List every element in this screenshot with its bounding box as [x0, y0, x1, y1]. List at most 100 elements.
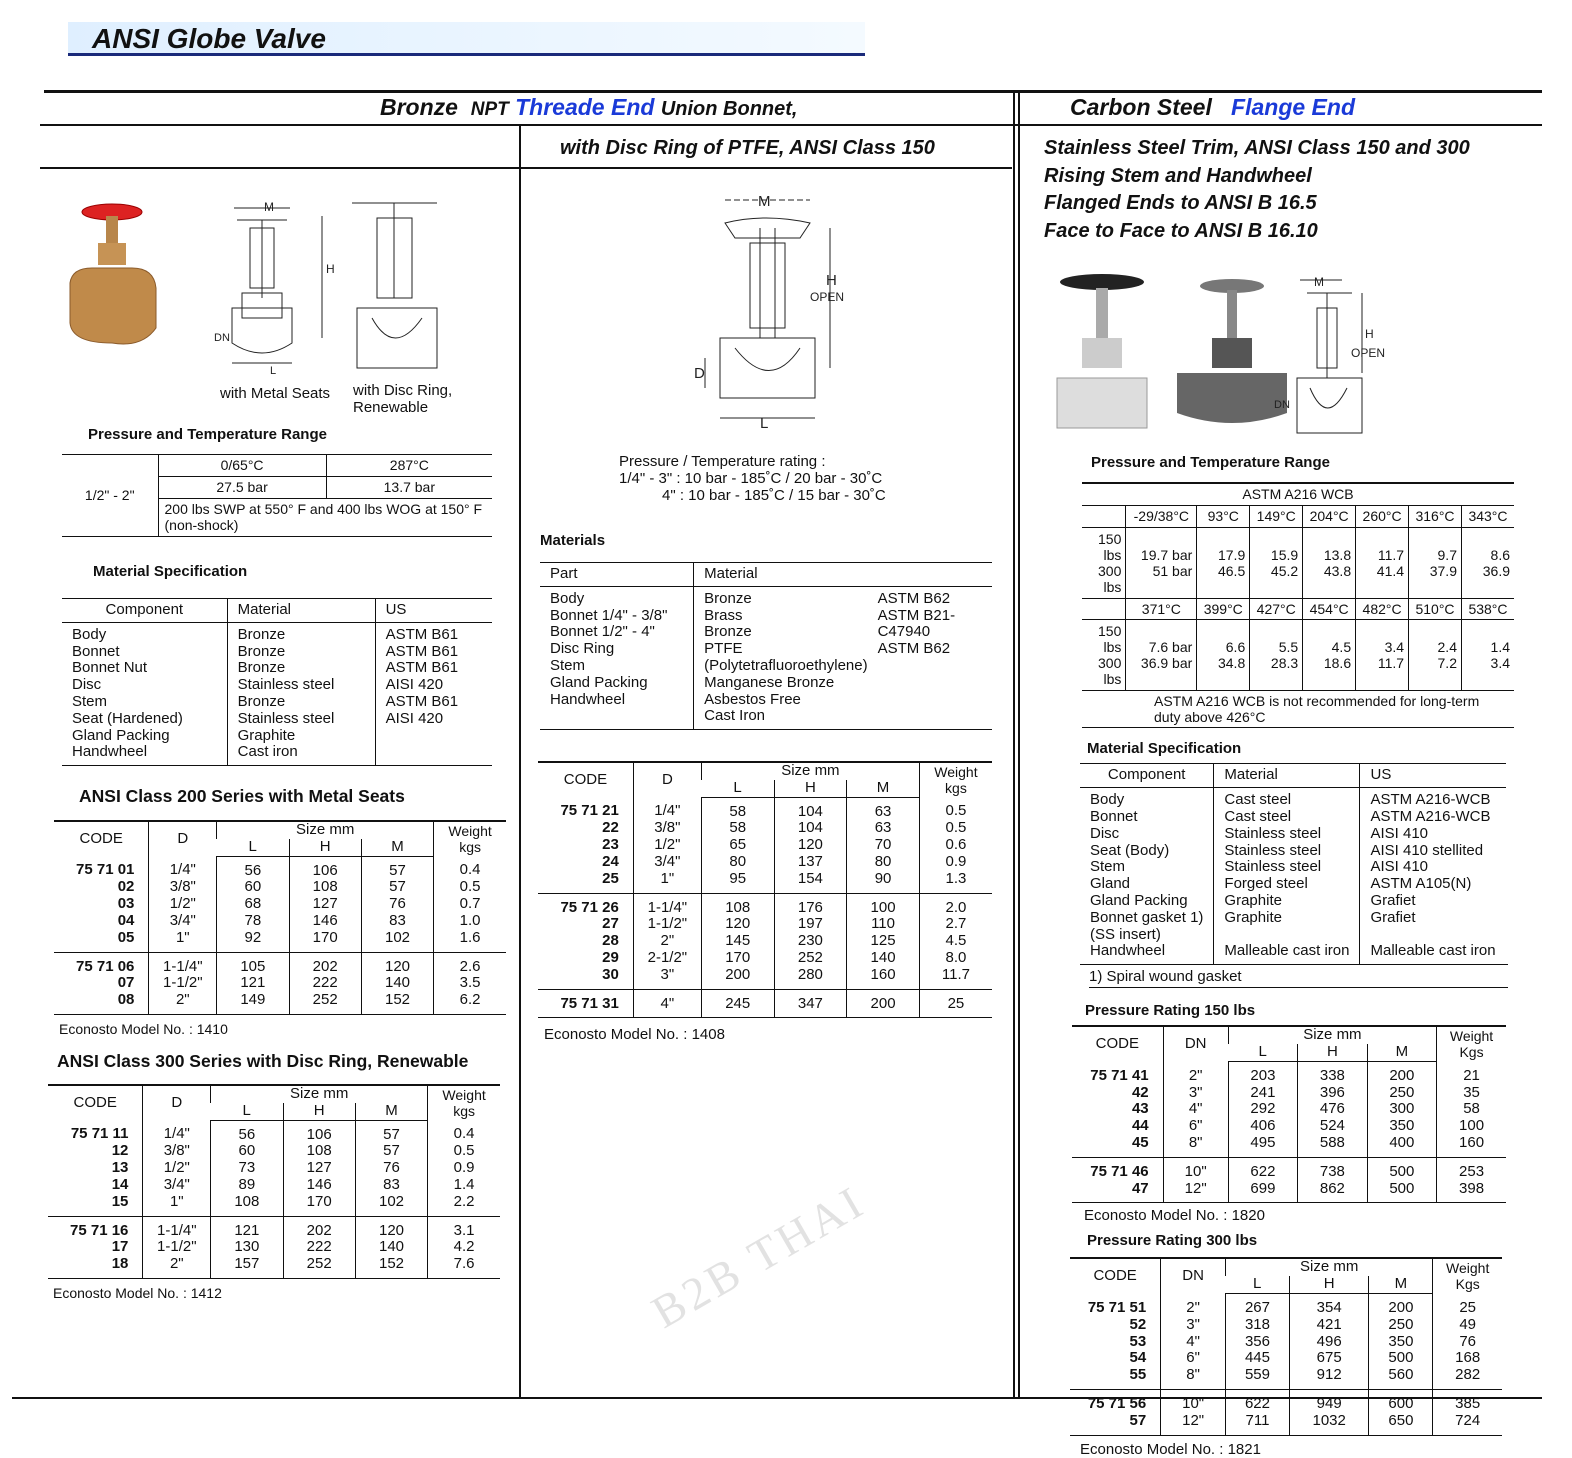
astm-pt-table: ASTM A216 WCB -29/38°C 93°C 149°C 204°C 260°C…	[1082, 482, 1514, 729]
row-group: 75 71 51 2" 267 354 200 25 52 3" 318 421 250 49 53 4"…	[1070, 1293, 1502, 1390]
cell-d: 4"	[632, 989, 702, 1018]
cell-weight: 35	[1436, 1084, 1506, 1102]
cell-h: 354	[1288, 1293, 1369, 1317]
svg-text:L: L	[270, 365, 276, 377]
cell-weight: 0.6	[918, 836, 992, 854]
rating150-title: Pressure Rating 150 lbs	[1085, 1002, 1256, 1020]
table-row: 52 3" 318 421 250 49	[1070, 1315, 1502, 1334]
cell-d: 10"	[1160, 1389, 1226, 1413]
cell-d: 3/8"	[632, 820, 702, 838]
col-weight: Weight kgs	[433, 819, 506, 857]
pressure-value: 15.9 45.2	[1249, 526, 1304, 599]
cell-weight: 1.0	[433, 912, 506, 930]
svg-text:M: M	[1314, 275, 1324, 289]
cell-m: 83	[360, 912, 434, 930]
divider	[40, 124, 1542, 126]
materials-title: Materials	[540, 532, 606, 549]
cell-m: 120	[354, 1216, 428, 1240]
bronze-valve-diagrams: M H DN L	[214, 200, 438, 377]
cell-h: 1032	[1288, 1412, 1369, 1435]
temp-header: 399°C	[1196, 597, 1251, 621]
model-no: Econosto Model No. : 1820	[1084, 1207, 1265, 1225]
cell-l: 121	[210, 1216, 284, 1240]
row-group: 75 71 46 10" 622 738 500 253 47 12" 699 862 500 398	[1072, 1157, 1506, 1203]
table-row: 150 lbs 300 lbs 19.7 bar 51 bar 17.9 46.5 1…	[1082, 526, 1514, 599]
table-row: 12 3/8" 60 108 57 0.5	[48, 1143, 500, 1161]
cell-h: 588	[1297, 1134, 1368, 1158]
cell-l: 622	[1227, 1157, 1298, 1181]
cell-h: 120	[773, 836, 847, 854]
cell-l: 68	[216, 895, 290, 913]
cell-h: 197	[773, 916, 847, 934]
table-row: 23 1/2" 65 120 70 0.6	[538, 836, 992, 854]
table-row: 18 2" 157 252 152 7.6	[48, 1255, 500, 1279]
pt-rating-line: 4" : 10 bar - 185˚C / 15 bar - 30˚C	[662, 487, 886, 504]
spec-line: Flanged Ends to ANSI B 16.5	[1044, 192, 1317, 214]
cell-code: 04	[117, 911, 135, 929]
mid-material-table: Part Material Body Bonnet 1/4" - 3/8" Bonn…	[540, 562, 992, 731]
table-row: 07 1-1/2" 121 222 140 3.5	[54, 975, 506, 993]
cell-code: 52	[1129, 1315, 1147, 1333]
cell-m: 57	[360, 856, 434, 880]
pressure-value: 8.6 36.9	[1460, 526, 1514, 599]
table-row: Body Bonnet Bonnet Nut Disc Stem Seat (H…	[62, 622, 492, 766]
cell-l: 92	[216, 929, 290, 953]
cell-weight: 2.7	[918, 916, 992, 934]
pressure-value: 9.7 37.9	[1408, 526, 1462, 599]
left-pt-table: 1/2" - 2" 0/65°C 287°C 27.5 bar 13.7 bar 20…	[62, 454, 492, 538]
class200-title: ANSI Class 200 Series with Metal Seats	[79, 786, 405, 806]
pt-note: 200 lbs SWP at 550° F and 400 lbs WOG at…	[157, 497, 492, 538]
cell-weight: 2.6	[433, 952, 506, 976]
temp-header: 538°C	[1460, 597, 1514, 621]
material-column: ASTM B61 ASTM B61 ASTM B61 AISI 420 ASTM…	[374, 622, 492, 766]
temp-header: -29/38°C	[1125, 504, 1198, 528]
cell-m: 250	[1368, 1316, 1433, 1334]
cell-d: 3/8"	[142, 1143, 211, 1161]
cell-m: 125	[846, 932, 920, 950]
cell-h: 106	[288, 856, 362, 880]
cell-l: 170	[700, 949, 775, 967]
col-header: US	[374, 598, 492, 623]
col-header: US	[1359, 763, 1506, 789]
cell-code: 05	[117, 928, 135, 946]
cell-code: 15	[111, 1192, 129, 1210]
cell-l: 58	[700, 797, 775, 821]
cell-l: 267	[1225, 1293, 1290, 1317]
col-code: CODE	[48, 1083, 143, 1121]
model-no: Econosto Model No. : 1410	[59, 1020, 228, 1037]
cell-h: 104	[773, 797, 847, 821]
cell-h: 137	[773, 853, 847, 871]
cell-weight: 8.0	[918, 949, 992, 967]
cell-d: 1/2"	[148, 895, 217, 913]
table-row: 75 71 41 2" 203 338 200 21	[1072, 1061, 1506, 1085]
cell-weight: 724	[1432, 1412, 1502, 1435]
carbon-label: Carbon Steel	[1070, 94, 1212, 120]
material-column: ASTM A216-WCB ASTM A216-WCB AISI 410 AIS…	[1359, 787, 1506, 965]
temp-header: 427°C	[1249, 597, 1304, 621]
material-column: Body Bonnet Bonnet Nut Disc Stem Seat (H…	[72, 625, 183, 761]
cell-l: 149	[216, 991, 290, 1015]
table-row: 42 3" 241 396 250 35	[1072, 1084, 1506, 1102]
row-group: 75 71 56 10" 622 949 600 385 57 12" 711 1032 650 72…	[1070, 1389, 1502, 1435]
cell-d: 3"	[1162, 1084, 1229, 1102]
cell-l: 80	[700, 853, 775, 871]
cell-l: 56	[210, 1120, 284, 1144]
cell-m: 57	[354, 1120, 428, 1144]
cell-code: 30	[602, 965, 619, 983]
cell-m: 57	[354, 1143, 428, 1161]
temp-header: 371°C	[1125, 597, 1198, 621]
table-row: 55 8" 559 912 560 282	[1070, 1366, 1502, 1390]
npt-label: NPT	[470, 99, 509, 120]
table-row: 24 3/4" 80 137 80 0.9	[538, 852, 992, 871]
cell-h: 230	[773, 932, 847, 950]
cell-m: 650	[1368, 1412, 1433, 1435]
cell-d: 1-1/2"	[142, 1239, 211, 1257]
cell-d: 2"	[148, 991, 217, 1015]
col-size: Size mm	[1225, 1257, 1433, 1277]
col-d: D	[142, 1083, 211, 1121]
cell-d: 1-1/2"	[148, 975, 217, 993]
table-row: 27 1-1/2" 120 197 110 2.7	[538, 916, 992, 934]
cell-code: 54	[1129, 1349, 1147, 1367]
cell-code: 24	[602, 852, 619, 870]
col-m: M	[354, 1102, 428, 1121]
